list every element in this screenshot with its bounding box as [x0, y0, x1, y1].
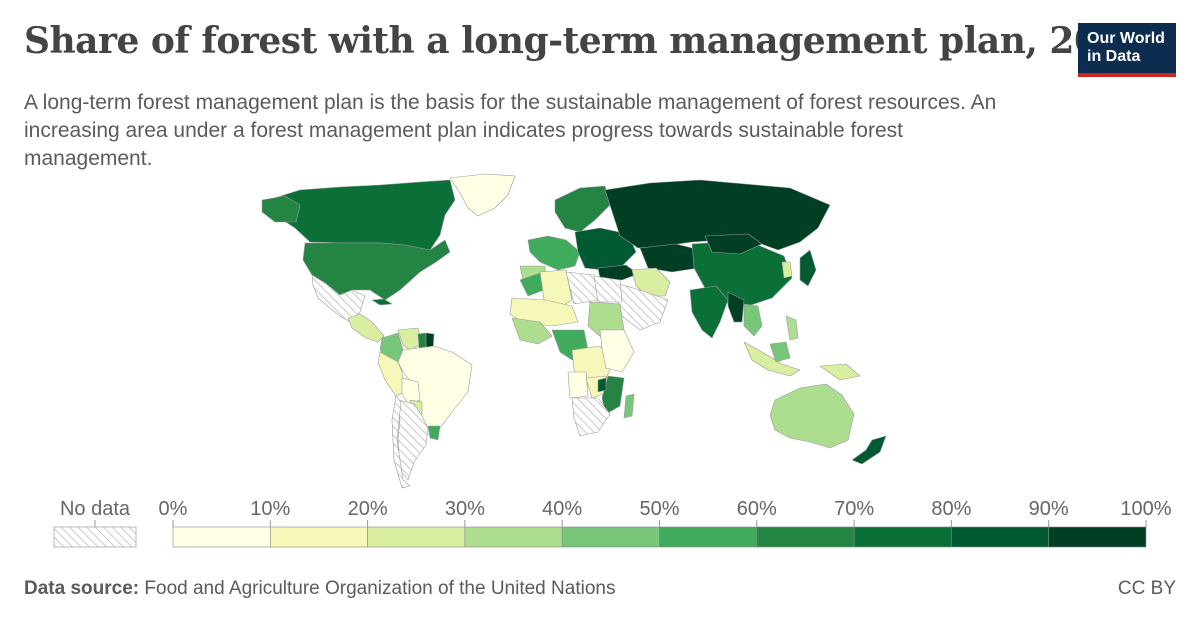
legend-tick-label: 0% [159, 498, 188, 520]
country-southern-africa[interactable] [571, 397, 611, 437]
country-iran[interactable] [631, 267, 671, 297]
legend-bin-3[interactable] [464, 526, 563, 548]
legend-tick-label: 30% [445, 498, 485, 520]
legend-tick-label: 100% [1120, 498, 1171, 520]
country-peru[interactable] [377, 351, 405, 397]
country-uruguay[interactable] [427, 425, 441, 441]
legend-tick-label: 90% [1029, 498, 1069, 520]
country-angola[interactable] [567, 371, 589, 399]
country-canada[interactable] [267, 179, 456, 251]
legend-tick-label: 10% [250, 498, 290, 520]
country-australia[interactable] [769, 383, 855, 449]
legend-bin-2[interactable] [367, 526, 466, 548]
country-east-africa[interactable] [599, 329, 635, 373]
country-argentina[interactable] [397, 399, 429, 481]
color-legend: No data 0% 10% 20% 30% 40% 50% 60% 70% 80% 90% 100% [53, 498, 1172, 548]
legend-no-data-label: No data [60, 498, 131, 520]
country-myanmar[interactable] [727, 291, 745, 323]
legend-tick-label: 50% [639, 498, 679, 520]
country-sahel[interactable] [509, 297, 579, 327]
legend-no-data-swatch[interactable] [53, 526, 137, 548]
legend-bin-9[interactable] [1048, 526, 1147, 548]
chart-title: Share of forest with a long-term managem… [24, 20, 1148, 62]
legend-bin-0[interactable] [172, 526, 271, 548]
country-india[interactable] [689, 285, 729, 339]
logo-line-1: Our World [1087, 30, 1165, 47]
legend-bin-5[interactable] [659, 526, 758, 548]
chart-subtitle: A long-term forest management plan is th… [24, 91, 997, 170]
country-greenland[interactable] [449, 173, 516, 217]
country-indonesia[interactable] [743, 341, 801, 377]
source-text[interactable]: Food and Agriculture Organization of the… [144, 578, 616, 599]
country-malawi[interactable] [597, 377, 607, 393]
country-se-asia-mainland[interactable] [743, 303, 763, 337]
legend-bin-8[interactable] [951, 526, 1050, 548]
country-scandinavia[interactable] [554, 185, 611, 233]
country-egypt[interactable] [593, 275, 623, 303]
legend-bin-1[interactable] [269, 526, 368, 548]
logo-line-2: in Data [1087, 48, 1141, 65]
country-borneo[interactable] [769, 341, 791, 363]
country-korea[interactable] [781, 261, 793, 279]
country-turkey[interactable] [597, 264, 639, 281]
country-chile[interactable] [391, 395, 411, 489]
country-mongolia[interactable] [704, 233, 763, 255]
country-venezuela[interactable] [397, 327, 423, 351]
legend-tick-label: 80% [931, 498, 971, 520]
license-link[interactable]: CC BY [1117, 578, 1176, 599]
legend-bin-6[interactable] [756, 526, 855, 548]
country-cuba[interactable] [371, 298, 393, 306]
legend-tick-label: 70% [834, 498, 874, 520]
source-label: Data source: [24, 578, 140, 599]
country-central-america[interactable] [347, 313, 385, 343]
country-madagascar[interactable] [623, 393, 635, 419]
footer: Data source: Food and Agriculture Organi… [24, 578, 1176, 600]
legend-tick-label: 20% [348, 498, 388, 520]
country-new-guinea[interactable] [819, 363, 861, 381]
legend-tick-label: 60% [737, 498, 777, 520]
legend-bin-4[interactable] [561, 526, 660, 548]
legend-bin-7[interactable] [853, 526, 952, 548]
legend-tick-label: 40% [542, 498, 582, 520]
country-philippines[interactable] [785, 315, 799, 341]
country-japan[interactable] [799, 249, 817, 287]
country-western-europe[interactable] [527, 235, 581, 271]
country-new-zealand[interactable] [851, 435, 887, 465]
country-mozambique[interactable] [601, 375, 625, 415]
owid-logo[interactable]: Our World in Data [1078, 23, 1176, 77]
world-map [261, 173, 887, 489]
logo-stripe [1078, 73, 1176, 77]
country-alaska[interactable] [261, 195, 301, 223]
country-west-africa[interactable] [511, 317, 553, 345]
